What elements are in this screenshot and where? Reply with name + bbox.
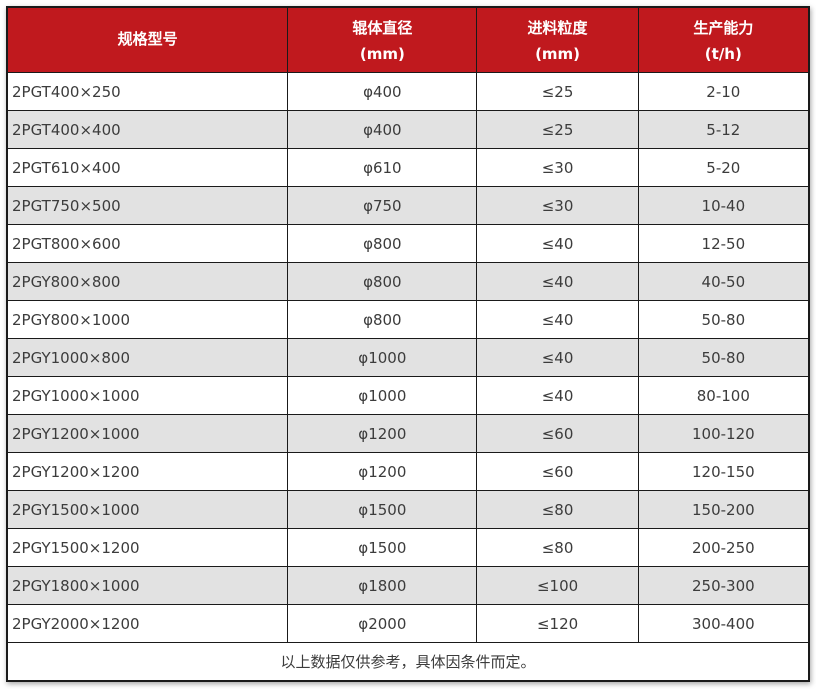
- feed-size-cell: ≤100: [476, 566, 639, 605]
- spec-table: 规格型号 辊体直径 (mm) 进料粒度 (mm) 生产能力 (t/h) 2PGT…: [6, 6, 810, 682]
- roller-diameter-cell: φ800: [287, 300, 478, 339]
- model-cell: 2PGT610×400: [6, 148, 289, 187]
- model-cell: 2PGY800×1000: [6, 300, 289, 339]
- spec-table-container: 规格型号 辊体直径 (mm) 进料粒度 (mm) 生产能力 (t/h) 2PGT…: [6, 6, 810, 682]
- feed-size-cell: ≤80: [476, 528, 639, 567]
- roller-diameter-cell: φ1500: [287, 490, 478, 529]
- footnote: 以上数据仅供参考，具体因条件而定。: [6, 642, 810, 682]
- model-cell: 2PGY1500×1000: [6, 490, 289, 529]
- table-row: 2PGY1800×1000 φ1800 ≤100 250-300: [6, 566, 810, 605]
- model-cell: 2PGY1800×1000: [6, 566, 289, 605]
- table-row: 2PGT400×400 φ400 ≤25 5-12: [6, 110, 810, 149]
- feed-size-cell: ≤120: [476, 604, 639, 643]
- capacity-cell: 200-250: [637, 528, 810, 567]
- model-cell: 2PGT750×500: [6, 186, 289, 225]
- header-cell-feed-size: 进料粒度 (mm): [476, 6, 639, 73]
- table-row: 2PGT400×250 φ400 ≤25 2-10: [6, 72, 810, 111]
- table-row: 2PGT610×400 φ610 ≤30 5-20: [6, 148, 810, 187]
- header-unit: (mm): [359, 44, 405, 63]
- roller-diameter-cell: φ800: [287, 262, 478, 301]
- roller-diameter-cell: φ400: [287, 110, 478, 149]
- feed-size-cell: ≤40: [476, 262, 639, 301]
- table-row: 2PGY800×800 φ800 ≤40 40-50: [6, 262, 810, 301]
- header-unit: (t/h): [704, 44, 742, 63]
- roller-diameter-cell: φ2000: [287, 604, 478, 643]
- footnote-row: 以上数据仅供参考，具体因条件而定。: [6, 642, 810, 682]
- capacity-cell: 100-120: [637, 414, 810, 453]
- table-row: 2PGY800×1000 φ800 ≤40 50-80: [6, 300, 810, 339]
- roller-diameter-cell: φ750: [287, 186, 478, 225]
- capacity-cell: 150-200: [637, 490, 810, 529]
- feed-size-cell: ≤40: [476, 224, 639, 263]
- capacity-cell: 5-12: [637, 110, 810, 149]
- feed-size-cell: ≤25: [476, 110, 639, 149]
- header-label: 规格型号: [117, 30, 178, 49]
- roller-diameter-cell: φ800: [287, 224, 478, 263]
- capacity-cell: 250-300: [637, 566, 810, 605]
- header-label: 生产能力: [693, 18, 754, 37]
- header-cell-model: 规格型号: [6, 6, 289, 73]
- header-cell-roller-diameter: 辊体直径 (mm): [287, 6, 478, 73]
- model-cell: 2PGY2000×1200: [6, 604, 289, 643]
- header-unit: (mm): [535, 44, 581, 63]
- model-cell: 2PGY1500×1200: [6, 528, 289, 567]
- table-row: 2PGT750×500 φ750 ≤30 10-40: [6, 186, 810, 225]
- feed-size-cell: ≤30: [476, 148, 639, 187]
- capacity-cell: 50-80: [637, 300, 810, 339]
- table-row: 2PGY1500×1200 φ1500 ≤80 200-250: [6, 528, 810, 567]
- table-row: 2PGT800×600 φ800 ≤40 12-50: [6, 224, 810, 263]
- capacity-cell: 120-150: [637, 452, 810, 491]
- model-cell: 2PGY1000×1000: [6, 376, 289, 415]
- feed-size-cell: ≤30: [476, 186, 639, 225]
- table-row: 2PGY1000×1000 φ1000 ≤40 80-100: [6, 376, 810, 415]
- feed-size-cell: ≤60: [476, 452, 639, 491]
- roller-diameter-cell: φ400: [287, 72, 478, 111]
- roller-diameter-cell: φ1500: [287, 528, 478, 567]
- roller-diameter-cell: φ610: [287, 148, 478, 187]
- capacity-cell: 40-50: [637, 262, 810, 301]
- capacity-cell: 50-80: [637, 338, 810, 377]
- model-cell: 2PGT400×400: [6, 110, 289, 149]
- capacity-cell: 12-50: [637, 224, 810, 263]
- table-row: 2PGY2000×1200 φ2000 ≤120 300-400: [6, 604, 810, 643]
- header-row: 规格型号 辊体直径 (mm) 进料粒度 (mm) 生产能力 (t/h): [6, 6, 810, 73]
- roller-diameter-cell: φ1000: [287, 338, 478, 377]
- model-cell: 2PGT800×600: [6, 224, 289, 263]
- roller-diameter-cell: φ1000: [287, 376, 478, 415]
- roller-diameter-cell: φ1800: [287, 566, 478, 605]
- capacity-cell: 80-100: [637, 376, 810, 415]
- header-label: 辊体直径: [352, 18, 413, 37]
- header-label: 进料粒度: [527, 18, 588, 37]
- feed-size-cell: ≤80: [476, 490, 639, 529]
- model-cell: 2PGT400×250: [6, 72, 289, 111]
- roller-diameter-cell: φ1200: [287, 414, 478, 453]
- table-row: 2PGY1200×1000 φ1200 ≤60 100-120: [6, 414, 810, 453]
- table-row: 2PGY1200×1200 φ1200 ≤60 120-150: [6, 452, 810, 491]
- table-header: 规格型号 辊体直径 (mm) 进料粒度 (mm) 生产能力 (t/h): [6, 6, 810, 73]
- capacity-cell: 2-10: [637, 72, 810, 111]
- capacity-cell: 10-40: [637, 186, 810, 225]
- model-cell: 2PGY1000×800: [6, 338, 289, 377]
- feed-size-cell: ≤60: [476, 414, 639, 453]
- model-cell: 2PGY1200×1000: [6, 414, 289, 453]
- feed-size-cell: ≤40: [476, 300, 639, 339]
- feed-size-cell: ≤40: [476, 376, 639, 415]
- feed-size-cell: ≤25: [476, 72, 639, 111]
- roller-diameter-cell: φ1200: [287, 452, 478, 491]
- model-cell: 2PGY1200×1200: [6, 452, 289, 491]
- table-row: 2PGY1000×800 φ1000 ≤40 50-80: [6, 338, 810, 377]
- table-body: 2PGT400×250 φ400 ≤25 2-10 2PGT400×400 φ4…: [6, 72, 810, 643]
- model-cell: 2PGY800×800: [6, 262, 289, 301]
- header-cell-capacity: 生产能力 (t/h): [637, 6, 810, 73]
- table-footer: 以上数据仅供参考，具体因条件而定。: [6, 642, 810, 682]
- feed-size-cell: ≤40: [476, 338, 639, 377]
- table-row: 2PGY1500×1000 φ1500 ≤80 150-200: [6, 490, 810, 529]
- capacity-cell: 5-20: [637, 148, 810, 187]
- capacity-cell: 300-400: [637, 604, 810, 643]
